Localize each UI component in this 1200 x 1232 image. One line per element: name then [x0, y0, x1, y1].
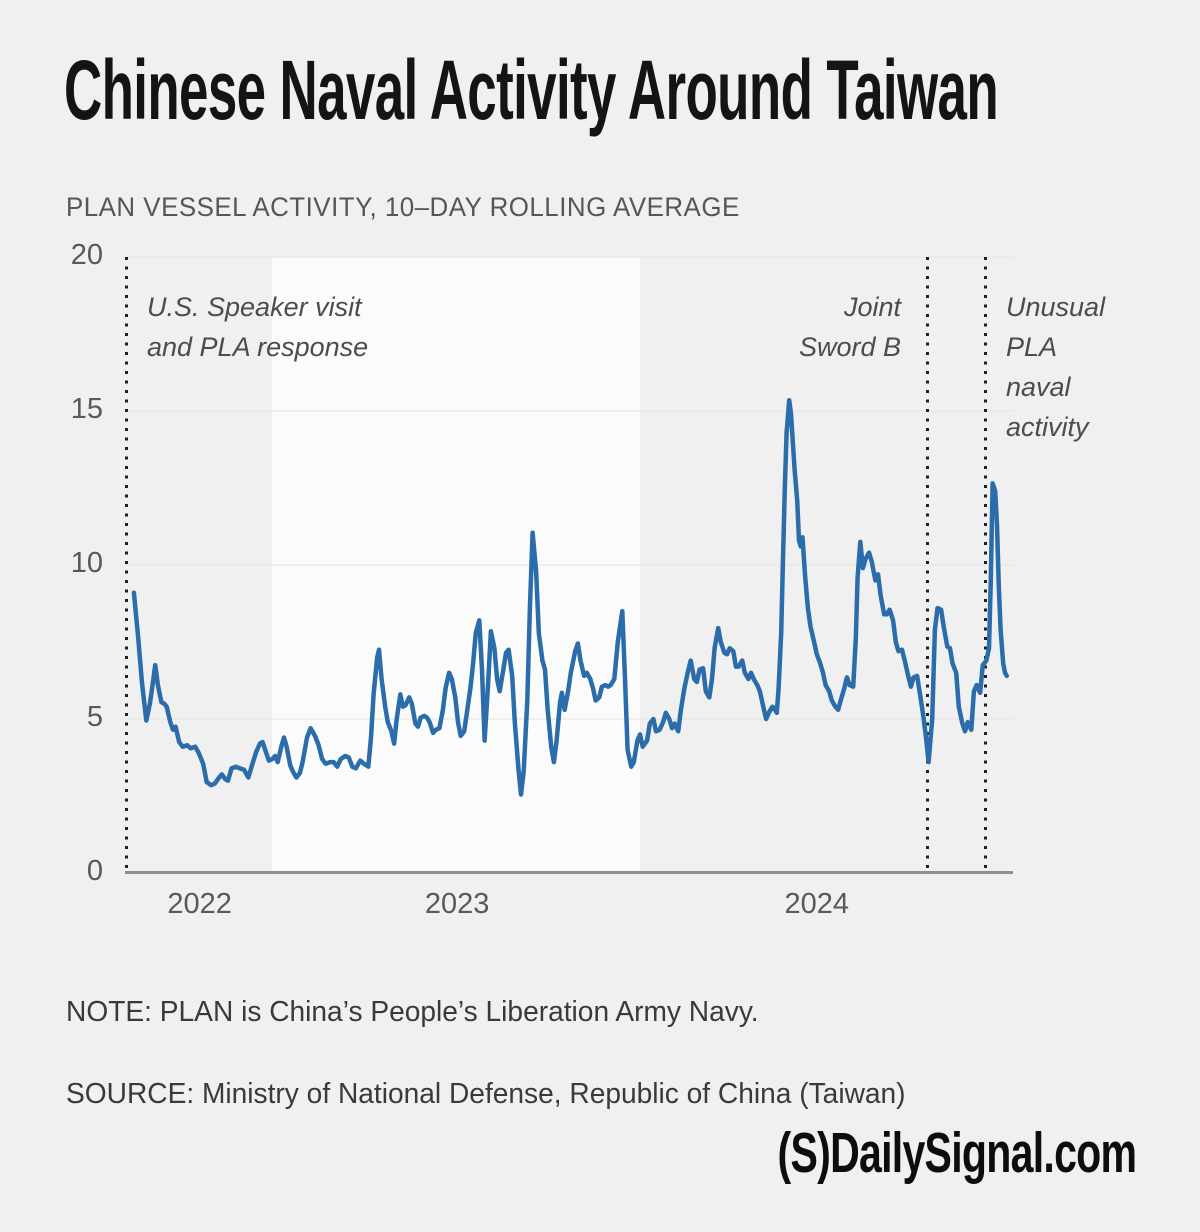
series-svg: [131, 397, 1010, 797]
page-title: Chinese Naval Activity Around Taiwan: [64, 43, 999, 137]
x-axis-labels: 2022 2023 2024: [125, 888, 1013, 928]
x-tick-label: 2024: [784, 888, 850, 920]
annotation-joint-sword-b: Joint Sword B: [798, 292, 901, 362]
event-dotted-line: [983, 257, 987, 873]
gridline: [125, 410, 1013, 412]
note-source-text: NOTE: PLAN is China’s People’s Liberatio…: [66, 992, 906, 1115]
gridline: [125, 718, 1013, 720]
x-tick-label: 2023: [424, 888, 490, 920]
annotation-unusual-pla-activity: Unusual PLA naval activity: [1006, 292, 1106, 442]
y-tick-label: 15: [70, 393, 103, 426]
y-axis-labels: 0 5 10 15 20: [0, 239, 103, 887]
chart-subtitle: PLAN VESSEL ACTIVITY, 10–DAY ROLLING AVE…: [66, 192, 740, 222]
y-tick-label: 5: [86, 701, 103, 734]
x-axis-line: [125, 871, 1013, 874]
source-line: SOURCE: Ministry of National Defense, Re…: [66, 1078, 906, 1110]
daily-signal-logo: (S)DailySignal.com: [777, 1121, 1136, 1185]
event-dotted-line: [925, 257, 929, 873]
gridline: [125, 256, 1013, 258]
annotation-speaker-visit: U.S. Speaker visit and PLA response: [147, 292, 369, 362]
note-line: NOTE: PLAN is China’s People’s Liberatio…: [66, 996, 759, 1028]
gridline: [125, 564, 1013, 566]
y-tick-label: 20: [70, 239, 103, 272]
event-dotted-line: [124, 257, 128, 873]
y-tick-label: 0: [86, 855, 103, 888]
x-tick-label: 2022: [167, 888, 232, 920]
plan-activity-line: [131, 397, 1010, 797]
plot-area: U.S. Speaker visit and PLA response Join…: [124, 256, 1105, 874]
y-tick-label: 10: [70, 547, 103, 580]
gridlines: [125, 256, 1013, 874]
